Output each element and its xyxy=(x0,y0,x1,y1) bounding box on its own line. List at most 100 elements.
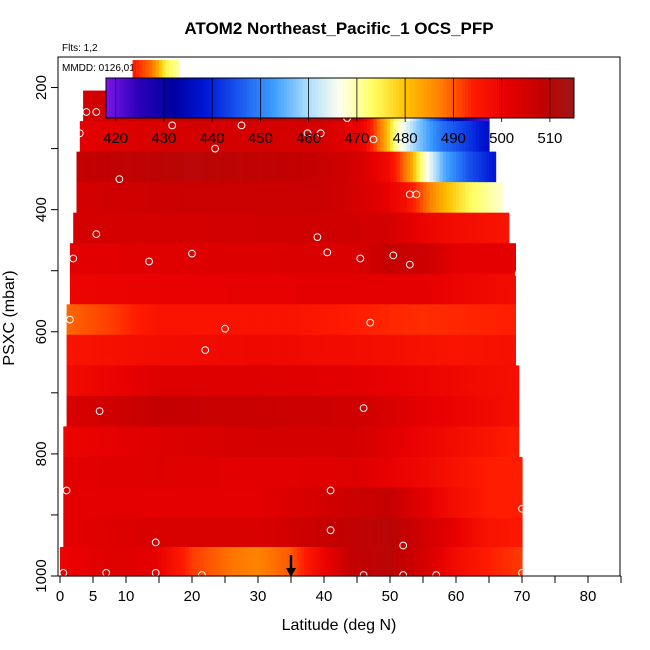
colorbar-swatch xyxy=(564,78,569,118)
heatmap-cell xyxy=(479,243,483,275)
heatmap-cell xyxy=(76,365,81,397)
heatmap-cell xyxy=(314,334,318,366)
heatmap-cell xyxy=(281,395,285,428)
heatmap-cell xyxy=(198,243,203,275)
heatmap-cell xyxy=(83,304,87,336)
heatmap-cell xyxy=(83,395,87,428)
heatmap-cell xyxy=(502,212,507,244)
heatmap-cell xyxy=(446,395,450,428)
colorbar-swatch xyxy=(221,78,226,118)
heatmap-cell xyxy=(512,365,516,397)
heatmap-cell xyxy=(281,151,285,183)
heatmap-cell xyxy=(284,517,289,548)
heatmap-cell xyxy=(234,151,239,183)
heatmap-cell xyxy=(452,273,457,305)
heatmap-cell xyxy=(396,426,401,458)
heatmap-cell xyxy=(333,365,338,397)
heatmap-cell xyxy=(274,212,279,244)
heatmap-cell xyxy=(201,395,206,428)
heatmap-cell xyxy=(162,487,167,519)
colorbar-swatch xyxy=(243,78,247,118)
heatmap-cell xyxy=(126,517,130,548)
heatmap-cell xyxy=(495,456,500,489)
heatmap-cell xyxy=(122,365,127,397)
heatmap-cell xyxy=(162,212,167,244)
x-tick-label: 30 xyxy=(250,588,267,605)
heatmap-cell xyxy=(393,182,398,214)
heatmap-cell xyxy=(465,395,470,428)
heatmap-cell xyxy=(485,151,490,183)
sample-marker xyxy=(316,129,325,138)
colorbar-swatch xyxy=(545,78,550,118)
sample-marker xyxy=(221,324,229,333)
heatmap-cell xyxy=(234,487,239,519)
heatmap-cell xyxy=(175,487,180,519)
heatmap-cell xyxy=(231,212,236,244)
heatmap-cell xyxy=(475,487,480,519)
colorbar-tick-label: 440 xyxy=(200,130,225,147)
heatmap-cell xyxy=(102,365,107,397)
heatmap-cell xyxy=(225,395,229,428)
colorbar-swatch xyxy=(502,78,506,118)
heatmap-cell xyxy=(370,182,375,214)
heatmap-cell xyxy=(396,304,401,336)
heatmap-cell xyxy=(205,395,210,428)
heatmap-cell xyxy=(254,517,259,548)
heatmap-cell xyxy=(211,121,216,153)
heatmap-cell xyxy=(238,182,243,214)
heatmap-cell xyxy=(109,121,114,153)
heatmap-cell xyxy=(211,334,216,366)
colorbar-swatch xyxy=(274,78,279,118)
heatmap-cell xyxy=(142,273,147,305)
heatmap-cell xyxy=(168,334,173,366)
heatmap-cell xyxy=(373,304,378,336)
heatmap-cell xyxy=(380,121,384,153)
colorbar-swatch xyxy=(177,78,182,118)
heatmap-cell xyxy=(498,212,503,244)
heatmap-cell xyxy=(264,273,269,305)
heatmap-cell xyxy=(208,517,213,548)
heatmap-cell xyxy=(403,517,408,548)
heatmap-cell xyxy=(383,151,388,183)
heatmap-cell xyxy=(370,426,375,458)
heatmap-cell xyxy=(66,547,71,577)
colorbar-swatch xyxy=(421,78,425,118)
heatmap-cell xyxy=(234,182,239,214)
heatmap-cell xyxy=(505,212,510,244)
heatmap-cell xyxy=(228,365,233,397)
heatmap-cell xyxy=(482,243,487,275)
heatmap-cell xyxy=(307,243,312,275)
heatmap-cell xyxy=(93,547,97,577)
heatmap-cell xyxy=(386,304,391,336)
heatmap-cell xyxy=(215,334,219,366)
heatmap-cell xyxy=(343,456,348,489)
heatmap-cell xyxy=(152,426,157,458)
heatmap-cell xyxy=(363,365,368,397)
heatmap-cell xyxy=(459,243,464,275)
sample-marker xyxy=(412,190,421,199)
heatmap-cell xyxy=(462,547,467,577)
heatmap-cell xyxy=(310,243,315,275)
heatmap-cell xyxy=(439,456,444,489)
heatmap-cell xyxy=(145,212,150,244)
heatmap-cell xyxy=(343,121,348,153)
heatmap-cell xyxy=(416,456,421,489)
heatmap-cell xyxy=(300,182,305,214)
heatmap-cell xyxy=(264,151,269,183)
heatmap-cell xyxy=(139,487,144,519)
heatmap-cell xyxy=(238,395,243,428)
heatmap-cell xyxy=(221,304,226,336)
heatmap-cell xyxy=(403,456,408,489)
heatmap-cell xyxy=(274,426,279,458)
heatmap-cell xyxy=(69,517,74,548)
heatmap-cell xyxy=(178,273,183,305)
heatmap-cell xyxy=(142,456,147,489)
heatmap-cell xyxy=(139,60,144,92)
heatmap-cell xyxy=(429,304,434,336)
heatmap-cell xyxy=(122,212,127,244)
heatmap-cell xyxy=(241,212,246,244)
heatmap-cell xyxy=(380,487,384,519)
heatmap-cell xyxy=(498,456,503,489)
heatmap-cell xyxy=(297,517,302,548)
heatmap-cell xyxy=(228,243,233,275)
